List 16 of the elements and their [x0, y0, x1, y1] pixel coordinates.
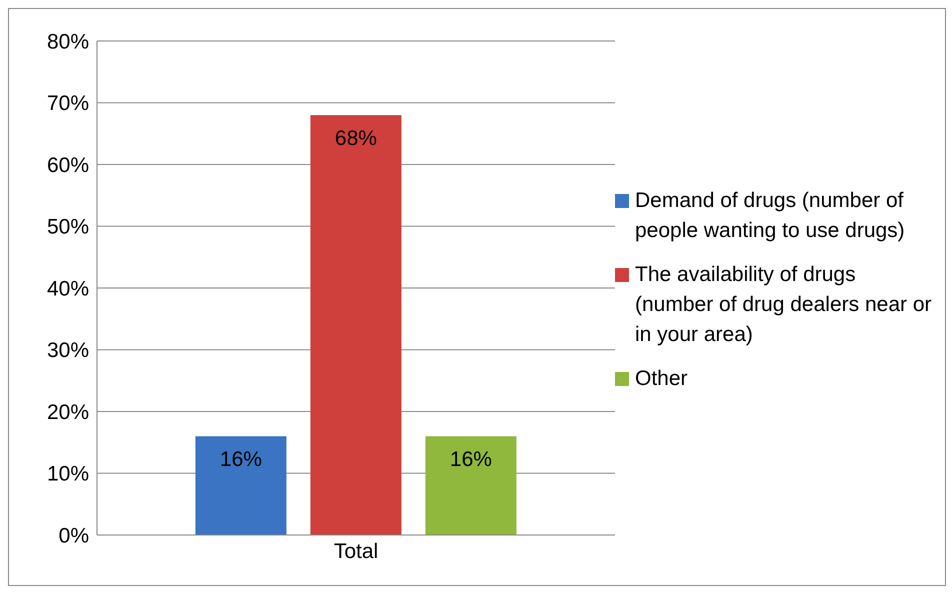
y-tick-label: 80%	[46, 30, 89, 54]
y-tick-label: 30%	[46, 339, 89, 362]
y-tick-label: 20%	[46, 400, 89, 424]
y-tick-label: 10%	[46, 462, 89, 486]
data-label: 16%	[220, 448, 262, 472]
x-tick-label: Total	[334, 540, 378, 563]
legend-label: Other	[635, 366, 688, 392]
data-label: 68%	[334, 127, 377, 150]
y-tick-label: 40%	[46, 277, 89, 300]
y-tick-label: 70%	[46, 92, 89, 116]
y-tick-label: 60%	[46, 154, 89, 177]
y-tick-label: 50%	[46, 216, 89, 239]
y-tick-label: 0%	[58, 524, 89, 548]
legend-label: The availability of drugs (number of drug dealers near or in your area)	[635, 262, 932, 348]
legend-label: Demand of drugs (number of people wanting to use drugs)	[635, 188, 906, 244]
data-label: 16%	[450, 448, 492, 472]
